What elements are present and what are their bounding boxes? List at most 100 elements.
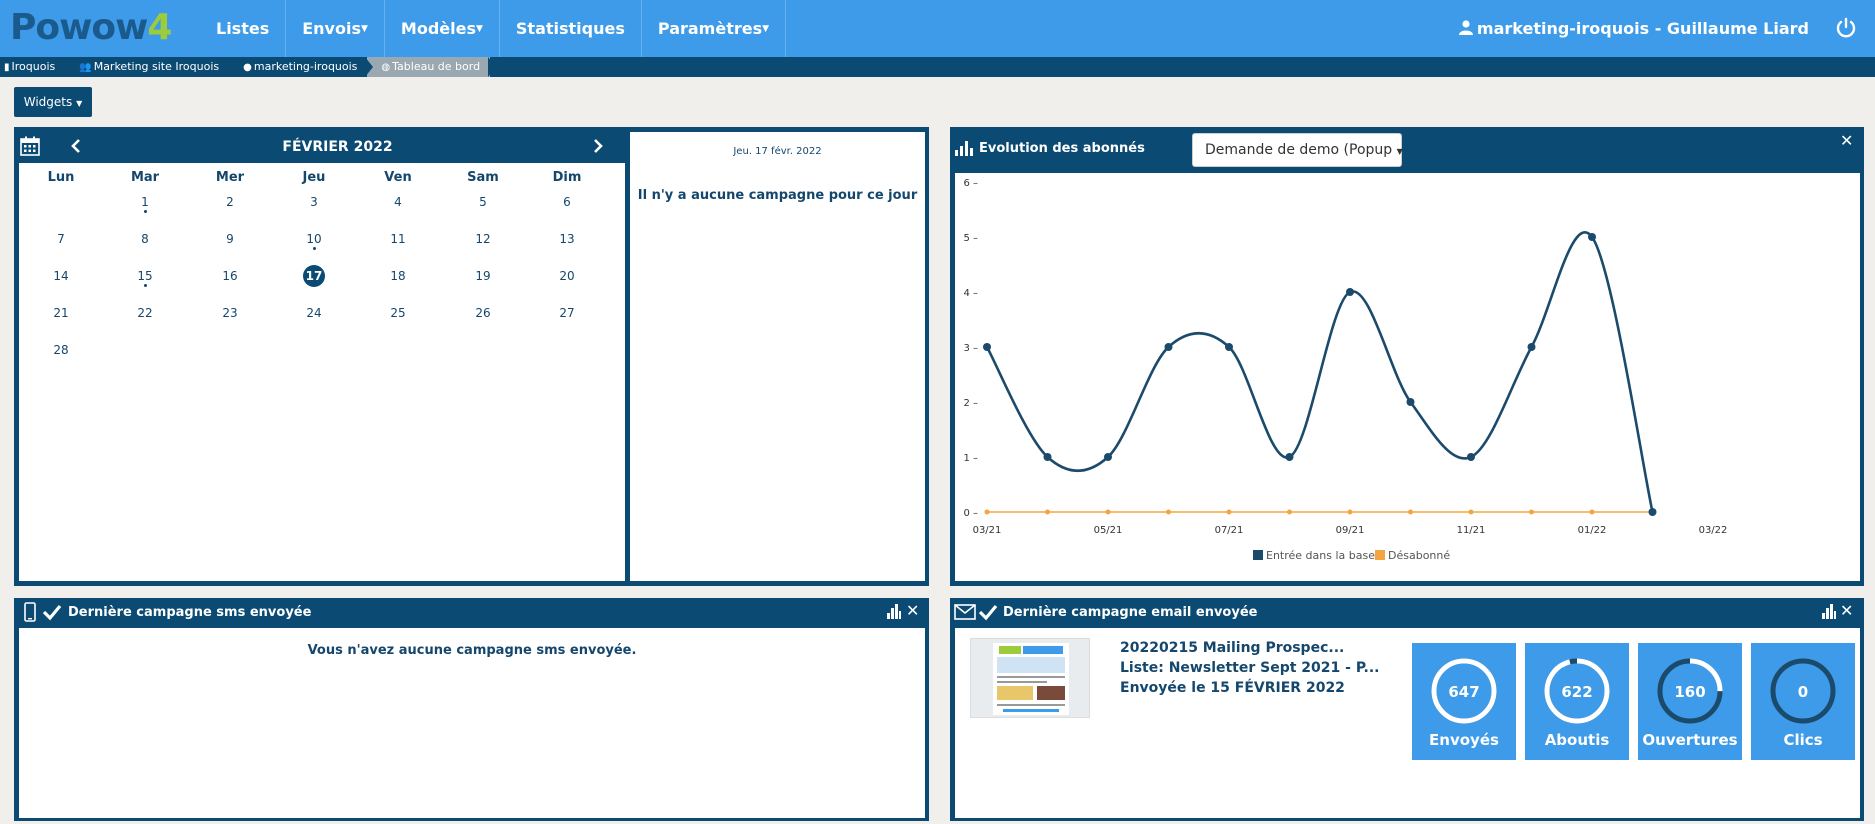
calendar-icon (20, 136, 40, 156)
data-point (1529, 509, 1534, 515)
calendar-day[interactable]: 24 (306, 306, 322, 320)
weekday-header: Ven (384, 170, 412, 185)
calendar-day[interactable]: 10 (299, 228, 329, 250)
calendar-day[interactable]: 17 (303, 265, 325, 287)
breadcrumb-group[interactable]: 👥 Marketing site Iroquois (65, 57, 235, 77)
close-icon[interactable]: ✕ (1840, 131, 1854, 150)
calendar-day[interactable]: 16 (222, 269, 238, 283)
calendar-day[interactable]: 15 (130, 265, 160, 287)
calendar-day[interactable]: 12 (475, 232, 491, 246)
calendar-day[interactable]: 20 (559, 269, 575, 283)
stat-tile-aboutis[interactable]: 622 Aboutis (1525, 643, 1629, 760)
weekday-header: Mer (215, 170, 245, 185)
stats-chart-icon[interactable] (1822, 603, 1836, 619)
calendar-day[interactable]: 1 (130, 191, 160, 213)
calendar-day[interactable]: 13 (559, 232, 575, 246)
calendar-day[interactable]: 8 (141, 232, 149, 246)
progress-ring (1770, 658, 1836, 724)
subscribers-chart-area: 0 – 1 – 2 – 3 – 4 – 5 – 6 – 03/21 05/21 07/21 09/2… (955, 173, 1860, 581)
data-point (1347, 509, 1353, 515)
weekday-header: Lun (47, 170, 75, 185)
calendar-day[interactable]: 4 (394, 195, 402, 209)
close-icon[interactable]: ✕ (1840, 601, 1854, 620)
data-point (1406, 398, 1415, 406)
data-point (1164, 343, 1173, 351)
check-icon (42, 604, 62, 621)
top-navbar: Powow4 Listes Envois▼ Modèles▼ Statistiq… (0, 0, 1875, 57)
stat-tile-clics[interactable]: 0 Clics (1751, 643, 1855, 760)
breadcrumb-organisation[interactable]: ▮ Iroquois (0, 57, 72, 77)
calendar-day[interactable]: 25 (390, 306, 406, 320)
data-point (1285, 453, 1294, 461)
x-tick-label: 03/22 (1699, 525, 1728, 536)
data-point (1166, 509, 1171, 515)
calendar-day[interactable]: 14 (53, 269, 69, 283)
calendar-day[interactable]: 9 (226, 232, 234, 246)
user-icon (1458, 20, 1473, 35)
y-tick-label: 6 – (963, 178, 978, 189)
calendar-day[interactable]: 11 (390, 232, 406, 246)
stat-value: 622 (1561, 683, 1593, 701)
x-tick-label: 05/21 (1094, 525, 1123, 536)
sms-widget-title: Dernière campagne sms envoyée (68, 605, 312, 620)
data-point (1648, 508, 1657, 516)
data-point (1045, 509, 1050, 515)
stat-label: Ouvertures (1642, 731, 1738, 749)
stat-tile-ouvertures[interactable]: 160 Ouvertures (1638, 643, 1742, 760)
legend-label: Entrée dans la base (1266, 549, 1375, 562)
email-preview-thumbnail[interactable] (970, 638, 1090, 718)
campaign-name[interactable]: 20220215 Mailing Prospec... (1120, 640, 1345, 656)
widgets-dropdown-button[interactable]: Widgets ▼ (14, 87, 92, 117)
list-select-dropdown[interactable]: Demande de demo (Popup ▼ (1192, 133, 1403, 167)
progress-ring (1657, 658, 1723, 724)
email-widget-title: Dernière campagne email envoyée (1003, 605, 1258, 620)
calendar-day[interactable]: 18 (390, 269, 406, 283)
y-tick-label: 4 – (963, 288, 978, 299)
data-point (984, 509, 990, 515)
nav-parametres[interactable]: Paramètres▼ (642, 0, 787, 57)
calendar-month-title: FÉVRIER 2022 (282, 139, 393, 155)
x-tick-label: 03/21 (973, 525, 1002, 536)
stat-tile-envoyés[interactable]: 647 Envoyés (1412, 643, 1516, 760)
calendar-day[interactable]: 26 (475, 306, 491, 320)
nav-listes[interactable]: Listes (200, 0, 287, 57)
calendar-day[interactable]: 23 (222, 306, 238, 320)
nav-modeles[interactable]: Modèles▼ (385, 0, 500, 57)
logout-power-icon[interactable] (1835, 17, 1857, 39)
calendar-day[interactable]: 5 (479, 195, 487, 209)
caret-down-icon: ▼ (762, 24, 770, 34)
calendar-day[interactable]: 22 (137, 306, 153, 320)
users-icon: 👥 (79, 62, 92, 73)
calendar-day[interactable]: 6 (563, 195, 571, 209)
progress-ring (1544, 658, 1610, 724)
stat-value: 0 (1797, 683, 1809, 701)
progress-ring (1431, 658, 1497, 724)
breadcrumb: ▮ Iroquois 👥 Marketing site Iroquois ● mark… (0, 57, 1875, 77)
next-month-chevron-icon[interactable] (592, 138, 604, 154)
building-icon: ▮ (4, 62, 10, 73)
nav-envois[interactable]: Envois▼ (286, 0, 385, 57)
stat-value: 160 (1674, 683, 1706, 701)
calendar-day[interactable]: 19 (475, 269, 491, 283)
main-menu: Listes Envois▼ Modèles▼ Statistiques Par… (200, 0, 787, 57)
y-tick-label: 5 – (963, 233, 978, 244)
close-icon[interactable]: ✕ (906, 601, 920, 620)
y-tick-label: 0 – (963, 508, 978, 519)
legend-swatch (1375, 550, 1385, 560)
user-menu[interactable]: marketing-iroquois - Guillaume Liard (1458, 0, 1809, 57)
calendar-day[interactable]: 27 (559, 306, 575, 320)
calendar-day[interactable]: 3 (310, 195, 318, 209)
app-logo[interactable]: Powow4 (10, 7, 172, 48)
x-tick-label: 07/21 (1215, 525, 1244, 536)
prev-month-chevron-icon[interactable] (70, 138, 82, 154)
check-icon (978, 604, 998, 621)
caret-down-icon: ▼ (360, 24, 368, 34)
stats-chart-icon[interactable] (887, 603, 901, 619)
nav-statistiques[interactable]: Statistiques (500, 0, 642, 57)
calendar-day[interactable]: 2 (226, 195, 234, 209)
calendar-day[interactable]: 7 (57, 232, 65, 246)
calendar-day[interactable]: 21 (53, 306, 69, 320)
calendar-day[interactable]: 28 (53, 343, 69, 357)
breadcrumb-account[interactable]: ● marketing-iroquois (229, 57, 374, 77)
breadcrumb-dashboard[interactable]: ◍ Tableau de bord (367, 57, 496, 77)
